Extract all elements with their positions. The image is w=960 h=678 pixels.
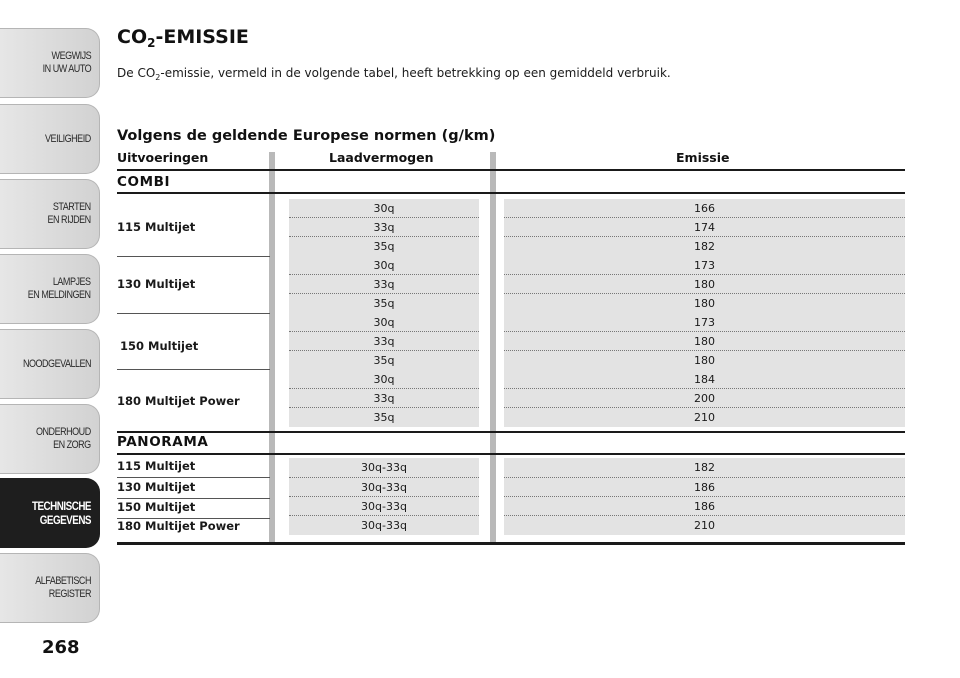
load-cell: 30q-33q	[289, 497, 479, 516]
row-divider	[117, 477, 270, 478]
group-rule	[117, 453, 905, 455]
emission-cell: 180	[504, 294, 905, 313]
group-panorama: PANORAMA	[117, 434, 209, 450]
emission-cell: 173	[504, 313, 905, 332]
group-rule	[117, 431, 905, 433]
tab-label: TECHNISCHE GEGEVENS	[31, 499, 92, 527]
load-cell: 30q-33q	[289, 478, 479, 497]
model-name: 115 Multijet	[117, 220, 196, 234]
emission-cell: 210	[504, 408, 905, 427]
load-cell: 30q	[289, 199, 479, 218]
tab-label: ALFABETISCH REGISTER	[35, 575, 91, 600]
tab-wegwijs[interactable]: WEGWIJS IN UW AUTO	[0, 28, 100, 98]
model-name: 180 Multijet Power	[117, 519, 240, 533]
emission-cell: 186	[504, 478, 905, 497]
load-cell: 35q	[289, 408, 479, 427]
load-cell: 33q	[289, 332, 479, 351]
emission-cell: 210	[504, 516, 905, 535]
table-title: Volgens de geldende Europese normen (g/k…	[117, 128, 496, 144]
header-load: Laadvermogen	[329, 150, 434, 165]
emission-cell: 180	[504, 332, 905, 351]
tab-label: ONDERHOUD EN ZORG	[36, 426, 91, 451]
model-name: 130 Multijet	[117, 480, 196, 494]
emission-cell: 180	[504, 351, 905, 370]
load-cell: 33q	[289, 389, 479, 408]
tab-noodgevallen[interactable]: NOODGEVALLEN	[0, 329, 100, 399]
row-divider	[117, 313, 270, 314]
header-version: Uitvoeringen	[117, 150, 209, 165]
tab-label: LAMPJES EN MELDINGEN	[28, 276, 91, 301]
emission-cell: 184	[504, 370, 905, 389]
emission-cell: 180	[504, 275, 905, 294]
tab-label: VEILIGHEID	[45, 132, 91, 145]
tab-label: STARTEN EN RIJDEN	[47, 201, 92, 226]
load-cell: 30q-33q	[289, 458, 479, 478]
load-cell: 30q	[289, 313, 479, 332]
load-cell: 35q	[289, 294, 479, 313]
tab-lampjes[interactable]: LAMPJES EN MELDINGEN	[0, 254, 100, 324]
model-name: 150 Multijet	[117, 500, 196, 514]
tab-technische-gegevens[interactable]: TECHNISCHE GEGEVENS	[0, 478, 100, 548]
column-divider	[490, 152, 496, 544]
load-cell: 30q-33q	[289, 516, 479, 535]
model-name: 115 Multijet	[117, 459, 196, 473]
emission-table: Uitvoeringen Laadvermogen Emissie COMBI …	[117, 148, 905, 548]
load-cell: 33q	[289, 275, 479, 294]
header-rule	[117, 169, 905, 171]
row-divider	[117, 369, 270, 370]
model-name: 180 Multijet Power	[117, 394, 240, 408]
tab-onderhoud[interactable]: ONDERHOUD EN ZORG	[0, 404, 100, 474]
emission-cell: 182	[504, 458, 905, 478]
page-number: 268	[42, 637, 80, 658]
tab-starten[interactable]: STARTEN EN RIJDEN	[0, 179, 100, 249]
emission-cell: 173	[504, 256, 905, 275]
tab-label: WEGWIJS IN UW AUTO	[42, 50, 91, 75]
tab-alfabetisch-register[interactable]: ALFABETISCH REGISTER	[0, 553, 100, 623]
row-divider	[117, 518, 270, 519]
load-cell: 33q	[289, 218, 479, 237]
model-name: 130 Multijet	[117, 277, 196, 291]
column-divider	[269, 152, 275, 544]
emission-cell: 200	[504, 389, 905, 408]
group-rule	[117, 192, 905, 194]
header-emission: Emissie	[676, 150, 730, 165]
tab-veiligheid[interactable]: VEILIGHEID	[0, 104, 100, 174]
table-bottom-rule	[117, 542, 905, 545]
tab-label: NOODGEVALLEN	[22, 357, 92, 370]
load-cell: 35q	[289, 351, 479, 370]
intro-paragraph: De CO2-emissie, vermeld in de volgende t…	[117, 66, 671, 82]
row-divider	[117, 256, 270, 257]
model-name: 150 Multijet	[120, 339, 199, 353]
row-divider	[117, 498, 270, 499]
emission-cell: 166	[504, 199, 905, 218]
emission-cell: 182	[504, 237, 905, 256]
chapter-sidebar: WEGWIJS IN UW AUTO VEILIGHEID STARTEN EN…	[0, 0, 104, 678]
load-cell: 30q	[289, 370, 479, 389]
group-combi: COMBI	[117, 174, 171, 190]
section-heading: CO2-EMISSIE	[117, 26, 249, 50]
emission-cell: 186	[504, 497, 905, 516]
load-cell: 30q	[289, 256, 479, 275]
emission-cell: 174	[504, 218, 905, 237]
load-cell: 35q	[289, 237, 479, 256]
